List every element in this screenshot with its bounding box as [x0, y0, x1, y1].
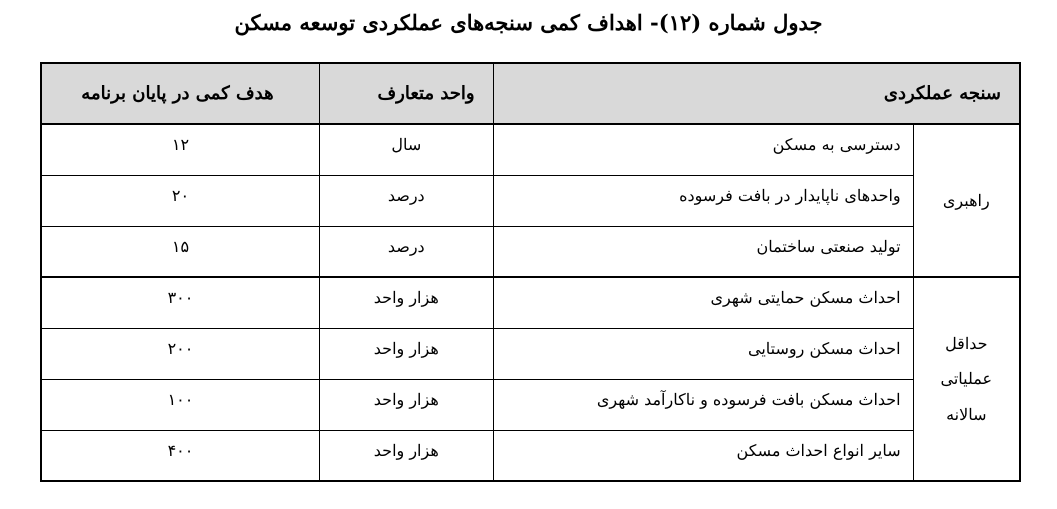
header-measure: سنجه عملکردی	[492, 62, 1021, 125]
measure-cell: سایر انواع احداث مسکن	[492, 429, 914, 482]
measure-cell: دسترسی به مسکن	[492, 123, 914, 176]
table-row: سایر انواع احداث مسکن هزار واحد ۴۰۰	[40, 429, 1020, 482]
measure-cell: واحدهای ناپایدار در بافت فرسوده	[492, 174, 914, 227]
table-row: تولید صنعتی ساختمان درصد ۱۵	[40, 225, 1020, 278]
unit-cell: درصد	[318, 174, 494, 227]
table-row: راهبری دسترسی به مسکن سال ۱۲	[40, 123, 1021, 278]
measure-cell: احداث مسکن حمایتی شهری	[492, 276, 914, 329]
unit-cell: هزار واحد	[318, 378, 494, 431]
target-cell: ۱۲	[40, 123, 320, 176]
table-title: جدول شماره (۱۲)- اهداف کمی سنجه‌های عملک…	[234, 10, 823, 35]
table-row: احداث مسکن بافت فرسوده و ناکارآمد شهری هز…	[40, 378, 1020, 431]
unit-cell: هزار واحد	[318, 276, 494, 329]
measure-cell: احداث مسکن بافت فرسوده و ناکارآمد شهری	[492, 378, 914, 431]
unit-cell: هزار واحد	[318, 429, 494, 482]
target-cell: ۳۰۰	[40, 276, 320, 329]
table-row: احداث مسکن روستایی هزار واحد ۲۰۰	[40, 327, 1020, 380]
target-cell: ۲۰	[40, 174, 320, 227]
target-cell: ۴۰۰	[40, 429, 320, 482]
housing-targets-table: سنجه عملکردی واحد متعارف هدف کمی در پایا…	[40, 62, 1021, 482]
table-row: واحدهای ناپایدار در بافت فرسوده درصد ۲۰	[40, 174, 1020, 227]
measure-cell: احداث مسکن روستایی	[492, 327, 914, 380]
target-cell: ۱۵	[40, 225, 320, 278]
target-cell: ۱۰۰	[40, 378, 320, 431]
measure-cell: تولید صنعتی ساختمان	[492, 225, 914, 278]
unit-cell: درصد	[318, 225, 494, 278]
header-target: هدف کمی در پایان برنامه	[40, 62, 320, 125]
table-row: حداقل عملیاتی سالانه احداث مسکن حمایتی شه…	[40, 276, 1021, 482]
target-cell: ۲۰۰	[40, 327, 320, 380]
header-unit: واحد متعارف	[318, 62, 494, 125]
unit-cell: سال	[318, 123, 494, 176]
category-cell: حداقل عملیاتی سالانه	[912, 276, 1021, 482]
unit-cell: هزار واحد	[318, 327, 494, 380]
category-cell: راهبری	[912, 123, 1021, 278]
header-row: سنجه عملکردی واحد متعارف هدف کمی در پایا…	[40, 62, 1021, 125]
